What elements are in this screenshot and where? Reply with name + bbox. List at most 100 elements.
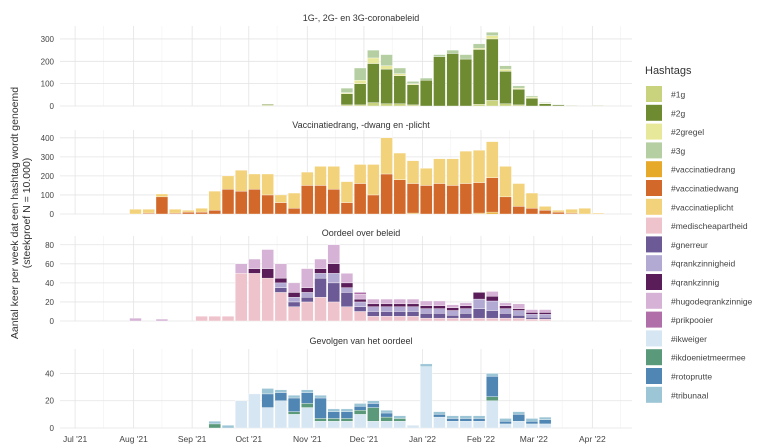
bar-segment: [393, 415, 406, 419]
bar-segment: [354, 83, 367, 106]
bar-segment: [472, 49, 486, 105]
bar-segment: [459, 308, 472, 314]
bar-segment: [512, 206, 525, 215]
bar-segment: [512, 183, 525, 207]
bar-segment: [354, 67, 367, 81]
bar-segment: [420, 308, 433, 314]
bar-segment: [274, 287, 287, 293]
bar-segment: [525, 309, 539, 313]
x-tick-label: Sep '21: [178, 434, 207, 444]
bar-segment: [380, 412, 393, 418]
panel-title: Vaccinatiedrang, -dwang en -plicht: [292, 120, 430, 130]
bar-segment: [261, 407, 274, 429]
bar-segment: [499, 71, 512, 104]
bar-segment: [565, 105, 578, 107]
bar-segment: [367, 298, 380, 305]
bar-segment: [499, 305, 512, 309]
bar-segment: [274, 392, 287, 401]
bar-segment: [380, 311, 393, 317]
legend-item: #vaccinatieplicht: [646, 198, 734, 215]
bar-segment: [591, 212, 605, 215]
bar-segment: [327, 408, 340, 412]
bar-segment: [327, 263, 340, 274]
legend-swatch: [646, 142, 662, 159]
bar-segment: [327, 273, 340, 284]
bar-segment: [486, 376, 499, 397]
legend-swatch: [646, 330, 662, 347]
bar-segment: [486, 300, 499, 311]
legend-item: #qrankzinnig: [646, 274, 719, 290]
bar-segment: [274, 400, 287, 429]
bar-segment: [208, 421, 221, 425]
bar-segment: [248, 268, 261, 274]
legend-item: #vaccinatiedrang: [646, 161, 736, 178]
bar-segment: [301, 403, 314, 408]
legend-item: #ikdoenietmeermee: [646, 349, 746, 366]
legend-label: #2g: [671, 108, 685, 118]
bar-segment: [301, 287, 314, 293]
bar-segment: [367, 49, 380, 59]
bar-segment: [406, 298, 420, 305]
bar-segment: [367, 194, 380, 215]
bar-segment: [354, 294, 367, 300]
bar-segment: [354, 414, 367, 429]
legend-item: #ikweiger: [646, 330, 707, 347]
bar-segment: [486, 396, 499, 401]
bar-segment: [406, 183, 420, 214]
bar-segment: [420, 185, 433, 215]
bar-segment: [261, 104, 274, 106]
bar-segment: [525, 312, 539, 315]
bar-segment: [486, 32, 499, 36]
bar-segment: [380, 137, 393, 175]
y-tick-label: 400: [41, 134, 55, 143]
y-tick-label: 0: [50, 210, 55, 219]
bar-segment: [512, 315, 525, 319]
bar-segment: [486, 310, 499, 319]
legend-label: #vaccinatieplicht: [671, 202, 734, 212]
bar-segment: [393, 298, 406, 305]
bar-segment: [155, 196, 169, 215]
bar-segment: [420, 313, 433, 319]
bar-segment: [208, 190, 221, 211]
bar-segment: [129, 209, 142, 215]
bar-segment: [446, 317, 459, 322]
legend-swatch: [646, 311, 662, 328]
bar-segment: [406, 84, 420, 106]
bar-segment: [486, 141, 499, 178]
bar-segment: [446, 158, 459, 186]
bar-segment: [155, 318, 169, 322]
bar-segment: [380, 65, 393, 70]
bar-segment: [578, 208, 591, 215]
x-tick-label: Apr '22: [579, 434, 606, 444]
legend-label: #hugodeqrankzinnige: [671, 296, 753, 306]
bar-segment: [287, 414, 301, 429]
bar-segment: [406, 316, 420, 322]
bar-segment: [340, 408, 354, 412]
bar-segment: [512, 317, 525, 322]
bar-segment: [367, 102, 380, 107]
bar-segment: [261, 249, 274, 269]
bar-segment: [539, 423, 552, 429]
panel-3: 0 20 40 60 80 Oordeel over beleid: [45, 228, 632, 326]
legend-swatch: [646, 274, 662, 290]
bar-segment: [195, 316, 208, 322]
bar-segment: [512, 310, 525, 316]
bar-segment: [274, 263, 287, 279]
bar-segment: [314, 273, 327, 279]
bar-segment: [499, 166, 512, 198]
bar-segment: [393, 67, 406, 74]
bar-segment: [446, 418, 459, 422]
legend-item: #3g: [646, 142, 685, 159]
legend-label: #vaccinatiedrang: [671, 165, 736, 175]
y-tick-label: 200: [41, 172, 55, 181]
bar-segment: [221, 316, 235, 322]
bar-segment: [539, 309, 552, 313]
bar-segment: [248, 273, 261, 322]
legend-label: #rotoprutte: [671, 372, 712, 382]
bars: [129, 137, 605, 215]
bar-segment: [340, 273, 354, 284]
bar-segment: [340, 306, 354, 322]
bar-segment: [354, 410, 367, 415]
bar-segment: [499, 313, 512, 319]
bar-segment: [591, 105, 605, 107]
